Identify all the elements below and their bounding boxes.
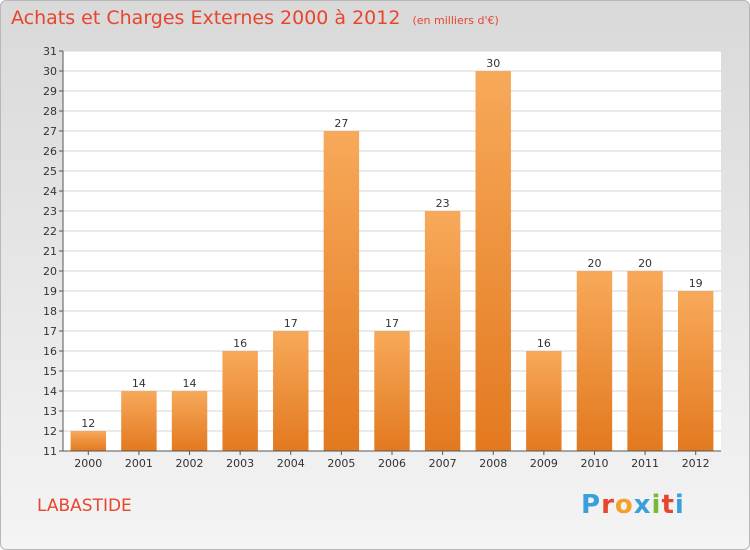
logo-letter: x xyxy=(633,490,652,520)
data-label: 17 xyxy=(385,317,399,330)
data-label: 30 xyxy=(486,57,500,70)
y-tick-label: 15 xyxy=(43,365,57,378)
logo-letter: r xyxy=(601,490,615,520)
data-label: 19 xyxy=(689,277,703,290)
data-label: 16 xyxy=(537,337,551,350)
y-tick-label: 13 xyxy=(43,405,57,418)
x-tick-label: 2012 xyxy=(682,457,710,470)
data-label: 27 xyxy=(334,117,348,130)
logo-letter: o xyxy=(614,490,634,520)
bar xyxy=(323,131,360,451)
y-tick-label: 21 xyxy=(43,245,57,258)
x-tick-label: 2008 xyxy=(479,457,507,470)
x-tick-label: 2000 xyxy=(74,457,102,470)
y-tick-label: 18 xyxy=(43,305,57,318)
y-tick-label: 14 xyxy=(43,385,57,398)
x-tick-label: 2006 xyxy=(378,457,406,470)
data-label: 14 xyxy=(183,377,197,390)
bar xyxy=(526,351,562,451)
chart-title-text: Achats et Charges Externes 2000 à 2012 xyxy=(11,7,401,29)
bar xyxy=(627,271,663,451)
y-tick-label: 27 xyxy=(43,125,57,138)
data-label: 20 xyxy=(587,257,601,270)
bar xyxy=(171,391,208,451)
x-tick-label: 2004 xyxy=(277,457,305,470)
x-tick-label: 2009 xyxy=(530,457,558,470)
chart-subtitle: (en milliers d'€) xyxy=(412,14,499,27)
y-tick-label: 19 xyxy=(43,285,57,298)
bar xyxy=(121,391,157,451)
x-tick-label: 2011 xyxy=(631,457,659,470)
bar xyxy=(374,331,410,451)
bar xyxy=(475,71,511,451)
y-tick-label: 11 xyxy=(43,445,57,458)
chart-title: Achats et Charges Externes 2000 à 2012 (… xyxy=(11,7,499,29)
x-tick-label: 2005 xyxy=(327,457,355,470)
y-tick-label: 28 xyxy=(43,105,57,118)
y-tick-label: 22 xyxy=(43,225,57,238)
town-name: LABASTIDE xyxy=(37,496,132,516)
x-tick-label: 2003 xyxy=(226,457,254,470)
x-tick-label: 2010 xyxy=(580,457,608,470)
x-tick-label: 2002 xyxy=(176,457,204,470)
y-tick-label: 17 xyxy=(43,325,57,338)
y-tick-label: 23 xyxy=(43,205,57,218)
data-label: 23 xyxy=(436,197,450,210)
logo-letter: P xyxy=(581,490,602,520)
logo-letter: i xyxy=(651,490,662,520)
logo-letter: i xyxy=(674,490,685,520)
y-tick-label: 30 xyxy=(43,65,57,78)
data-label: 12 xyxy=(81,417,95,430)
y-tick-label: 25 xyxy=(43,165,57,178)
bar xyxy=(222,351,258,451)
y-tick-label: 29 xyxy=(43,85,57,98)
y-tick-label: 31 xyxy=(43,45,57,58)
bar xyxy=(576,271,613,451)
y-tick-label: 24 xyxy=(43,185,57,198)
data-label: 20 xyxy=(638,257,652,270)
bar xyxy=(677,291,714,451)
y-tick-label: 16 xyxy=(43,345,57,358)
y-tick-label: 12 xyxy=(43,425,57,438)
y-tick-label: 20 xyxy=(43,265,57,278)
proxiti-logo: Proxiti xyxy=(581,490,685,520)
y-tick-label: 26 xyxy=(43,145,57,158)
data-label: 16 xyxy=(233,337,247,350)
bar xyxy=(273,331,309,451)
bar xyxy=(424,211,461,451)
bar xyxy=(70,431,107,451)
logo-letter: t xyxy=(661,490,675,520)
x-tick-label: 2001 xyxy=(125,457,153,470)
x-tick-label: 2007 xyxy=(429,457,457,470)
data-label: 14 xyxy=(132,377,146,390)
data-label: 17 xyxy=(284,317,298,330)
